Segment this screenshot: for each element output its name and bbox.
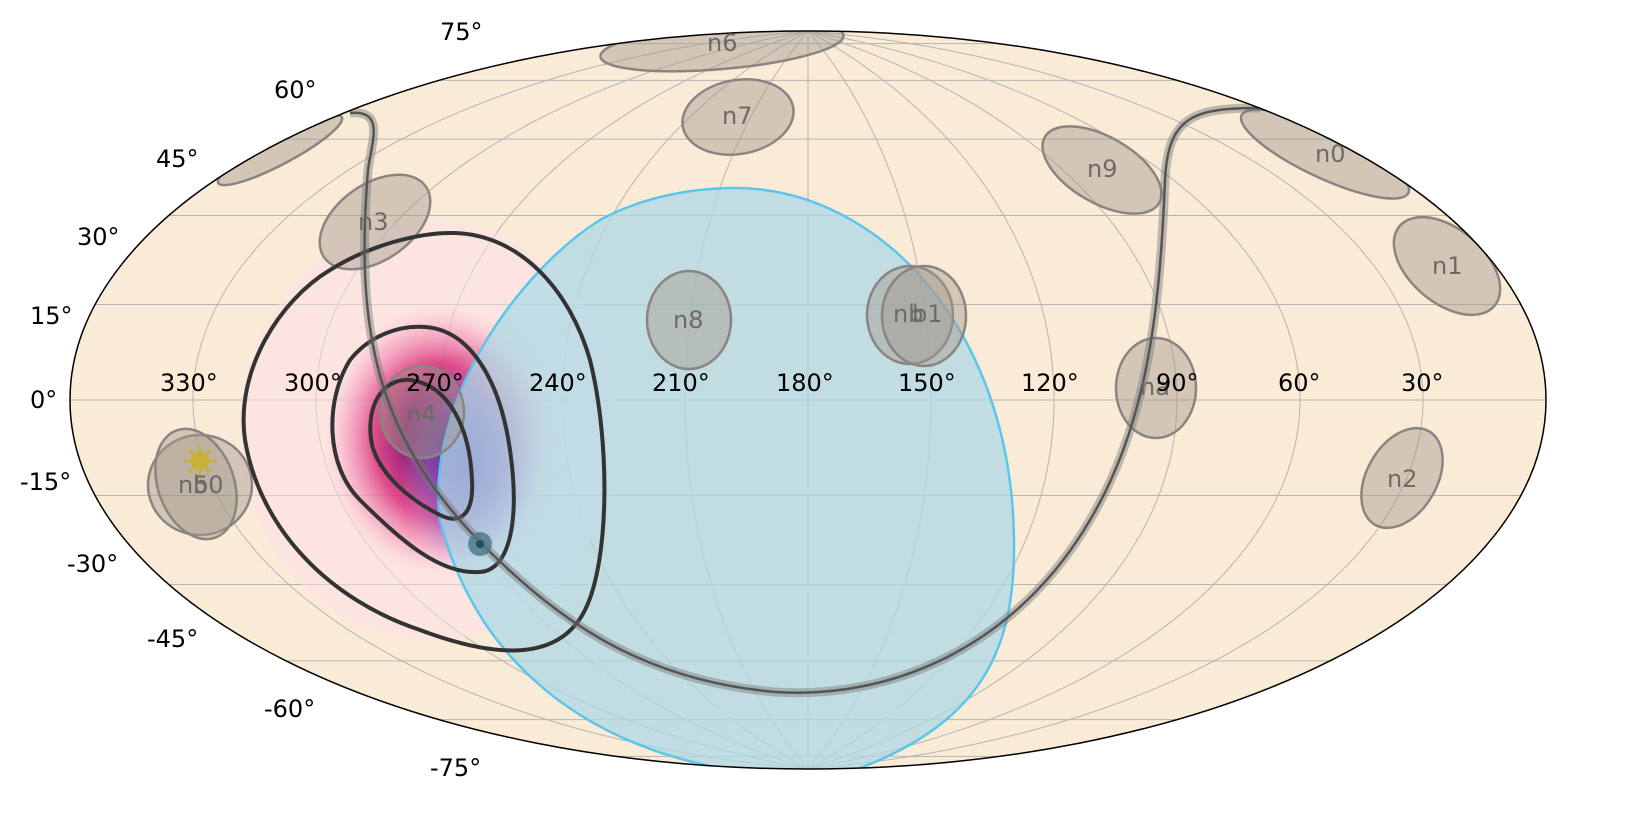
dec-tick-m45: -45° [147,625,198,653]
grb-position-center [476,540,484,548]
dec-tick-m60: -60° [264,695,315,723]
dec-tick-m30: -30° [67,550,118,578]
galactic-plane-center [349,106,1261,694]
detector-n2 [1360,426,1444,530]
sky-boundary [69,30,1547,770]
detector-b0 [154,427,238,541]
ra-tick-300: 300° [284,369,342,397]
label-n1: n1 [1432,252,1462,280]
ra-tick-240: 240° [529,369,587,397]
contour-middle [330,324,516,575]
dec-tick-m15: -15° [20,468,71,496]
sun-icon [184,445,216,477]
ra-tick-330: 330° [160,369,218,397]
contour-outer [241,230,607,653]
detector-n9 [1041,125,1163,215]
label-n2: n2 [1387,465,1417,493]
dec-tick-60: 60° [274,76,317,104]
dec-tick-30: 30° [77,223,120,251]
label-n0: n0 [1315,140,1345,168]
dec-tick-labels: 75° 60° 45° 30° 15° 0° -15° -30° -45° -6… [20,18,483,782]
label-b1: b1 [912,300,943,328]
ra-tick-30: 30° [1401,369,1444,397]
label-n3: n3 [358,208,388,236]
label-n5: n5 [178,471,208,499]
label-n6: n6 [707,29,737,57]
dec-tick-15: 15° [30,302,73,330]
detector-pointings [146,31,1502,541]
label-n9: n9 [1087,155,1117,183]
ra-tick-labels: 330° 300° 270° 240° 210° 180° 150° 120° … [160,369,1444,397]
detector-n8 [645,269,733,371]
credible-region-contours [241,230,607,653]
ra-tick-90: 90° [1156,369,1199,397]
ra-tick-210: 210° [652,369,710,397]
contour-inner [368,377,475,521]
label-nb: nb [893,300,923,328]
label-na: na [1140,373,1170,401]
ra-tick-270: 270° [406,369,464,397]
dec-tick-45: 45° [156,145,199,173]
detector-n3 [318,173,432,271]
detector-b1 [880,264,968,368]
dec-tick-75: 75° [440,18,483,46]
ra-tick-150: 150° [898,369,956,397]
detector-labels: n0 n1 n2 n3 n4 n5 b0 n6 n7 n8 n9 na nb b… [178,29,1462,499]
detector-n7 [681,78,795,156]
label-n7: n7 [722,102,752,130]
dec-tick-0: 0° [30,386,57,414]
ra-tick-120: 120° [1021,369,1079,397]
ra-tick-60: 60° [1278,369,1321,397]
ra-tick-180: 180° [776,369,834,397]
dec-tick-m75: -75° [430,754,481,782]
label-n8: n8 [673,306,703,334]
label-n4: n4 [406,400,436,428]
detector-n4 [378,364,466,460]
label-b0: b0 [193,471,224,499]
